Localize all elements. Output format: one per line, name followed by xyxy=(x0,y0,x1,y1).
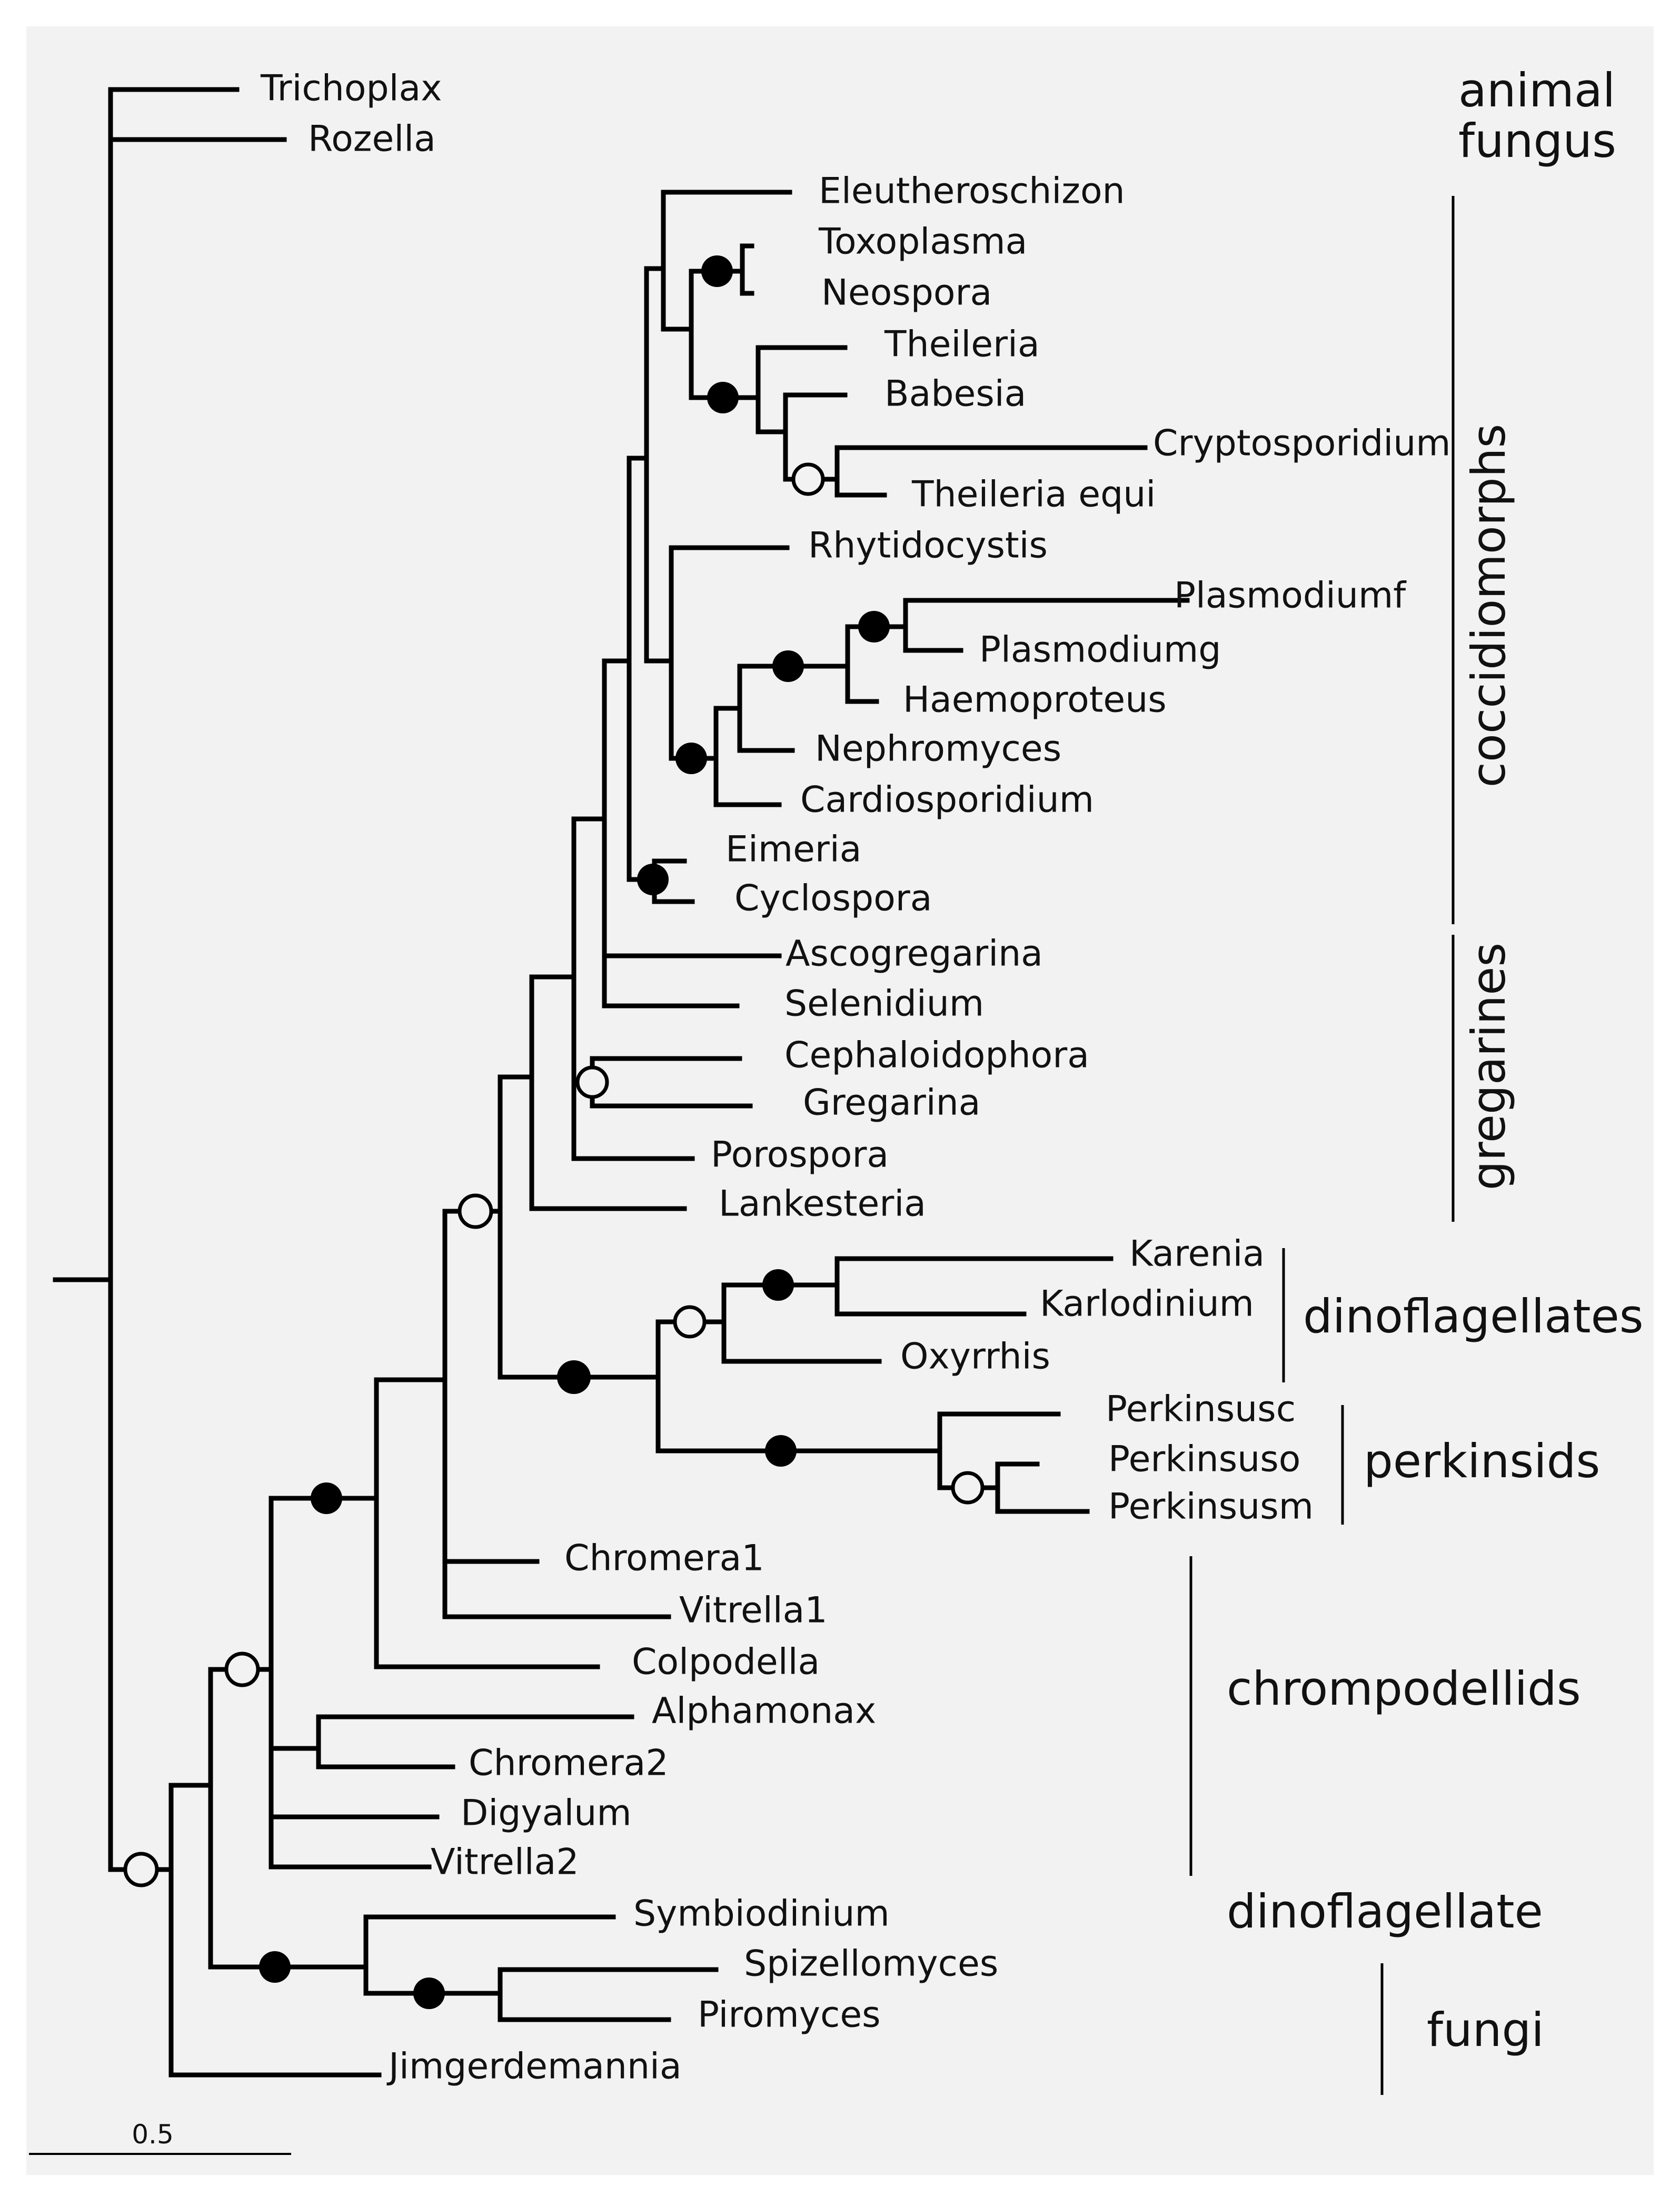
taxon-label-eleutheroschizon: Eleutheroschizon xyxy=(819,171,1125,212)
node-open-circle xyxy=(458,1193,493,1229)
taxon-label-colpodella: Colpodella xyxy=(632,1642,820,1683)
taxon-label-rhytidocystis: Rhytidocystis xyxy=(808,525,1048,567)
node-open-circle xyxy=(951,1471,985,1505)
taxon-label-vitrella1: Vitrella1 xyxy=(679,1590,828,1632)
taxon-label-alphamonax: Alphamonax xyxy=(652,1690,876,1732)
taxon-label-perkinsuso: Perkinsuso xyxy=(1108,1439,1300,1480)
taxon-label-eimeria: Eimeria xyxy=(725,829,861,871)
group-label-dinoflagellates: dinoflagellates xyxy=(1303,1289,1644,1343)
taxon-label-chromera1: Chromera1 xyxy=(564,1538,764,1579)
taxon-label-perkinsusc: Perkinsusc xyxy=(1106,1389,1296,1430)
taxon-label-ascogregarina: Ascogregarina xyxy=(786,933,1043,975)
taxon-label-oxyrrhis: Oxyrrhis xyxy=(900,1336,1050,1378)
node-open-circle xyxy=(673,1305,707,1339)
group-label-fungus: fungus xyxy=(1458,114,1616,168)
taxon-label-cephaloidophora: Cephaloidophora xyxy=(784,1035,1089,1076)
group-label-dinoflagellate: dinoflagellate xyxy=(1227,1884,1543,1939)
scale-bar-label: 0.5 xyxy=(132,2119,174,2150)
taxon-label-haemoproteus: Haemoproteus xyxy=(903,679,1167,721)
taxon-label-perkinsusm: Perkinsusm xyxy=(1108,1486,1314,1528)
node-filled-circle xyxy=(637,864,669,895)
taxon-label-gregarina: Gregarina xyxy=(803,1082,980,1124)
taxon-label-plasmodiumf: Plasmodiumf xyxy=(1174,575,1407,617)
node-filled-circle xyxy=(675,743,707,774)
taxon-label-spizellomyces: Spizellomyces xyxy=(744,1943,998,1985)
taxon-label-rozella: Rozella xyxy=(308,118,436,160)
group-brackets xyxy=(1189,196,1455,2095)
node-open-circle xyxy=(224,1652,260,1687)
node-filled-circle xyxy=(858,611,890,642)
node-open-circle xyxy=(791,462,825,496)
taxon-label-piromyces: Piromyces xyxy=(698,1994,881,2036)
group-label-coccidiomorphs: coccidiomorphs xyxy=(1462,424,1516,788)
group-label-chrompodellids: chrompodellids xyxy=(1227,1662,1581,1716)
taxon-label-selenidium: Selenidium xyxy=(784,983,984,1025)
taxon-label-neospora: Neospora xyxy=(821,272,992,314)
node-filled-circle xyxy=(311,1482,342,1514)
scale-bar: 0.5 xyxy=(29,2119,291,2155)
taxon-label-theileria-equi: Theileria equi xyxy=(911,474,1156,516)
node-filled-circle xyxy=(701,255,733,287)
taxon-label-theileria: Theileria xyxy=(884,324,1040,365)
taxon-label-chromera2: Chromera2 xyxy=(469,1743,669,1784)
node-filled-circle xyxy=(259,1951,291,1983)
taxon-label-babesia: Babesia xyxy=(884,373,1026,415)
taxon-label-porospora: Porospora xyxy=(711,1134,889,1176)
group-label-perkinsids: perkinsids xyxy=(1364,1434,1600,1488)
taxon-label-plasmodiumg: Plasmodiumg xyxy=(979,629,1221,671)
group-label-fungi: fungi xyxy=(1427,2003,1544,2057)
node-markers xyxy=(123,255,985,2009)
taxon-label-karenia: Karenia xyxy=(1129,1233,1265,1275)
node-filled-circle xyxy=(772,650,804,682)
taxon-label-lankesteria: Lankesteria xyxy=(719,1183,926,1225)
taxon-label-toxoplasma: Toxoplasma xyxy=(818,221,1027,263)
taxon-label-nephromyces: Nephromyces xyxy=(815,728,1061,770)
node-filled-circle xyxy=(707,382,739,413)
taxon-label-jimgerdemannia: Jimgerdemannia xyxy=(386,2046,682,2088)
taxon-label-cyclospora: Cyclospora xyxy=(734,878,932,919)
taxon-label-karlodinium: Karlodinium xyxy=(1040,1283,1254,1325)
taxon-label-trichoplax: Trichoplax xyxy=(260,68,442,110)
node-filled-circle xyxy=(557,1360,591,1394)
node-filled-circle xyxy=(413,1978,445,2009)
taxon-label-digyalum: Digyalum xyxy=(461,1793,632,1834)
node-filled-circle xyxy=(762,1269,794,1301)
taxon-label-cardiosporidium: Cardiosporidium xyxy=(800,779,1094,821)
group-label-gregarines: gregarines xyxy=(1462,943,1516,1190)
node-open-circle xyxy=(575,1065,609,1099)
taxon-label-symbiodinium: Symbiodinium xyxy=(633,1893,890,1935)
group-label-animal: animal xyxy=(1458,63,1615,117)
node-open-circle xyxy=(123,1852,159,1887)
taxon-label-cryptosporidium: Cryptosporidium xyxy=(1153,423,1451,464)
taxon-labels: Trichoplax Rozella Eleutheroschizon Toxo… xyxy=(260,68,1451,2088)
taxon-label-vitrella2: Vitrella2 xyxy=(431,1842,579,1883)
node-filled-circle xyxy=(765,1435,797,1467)
group-labels: animal fungus coccidiomorphs gregarines … xyxy=(1227,63,1644,2057)
